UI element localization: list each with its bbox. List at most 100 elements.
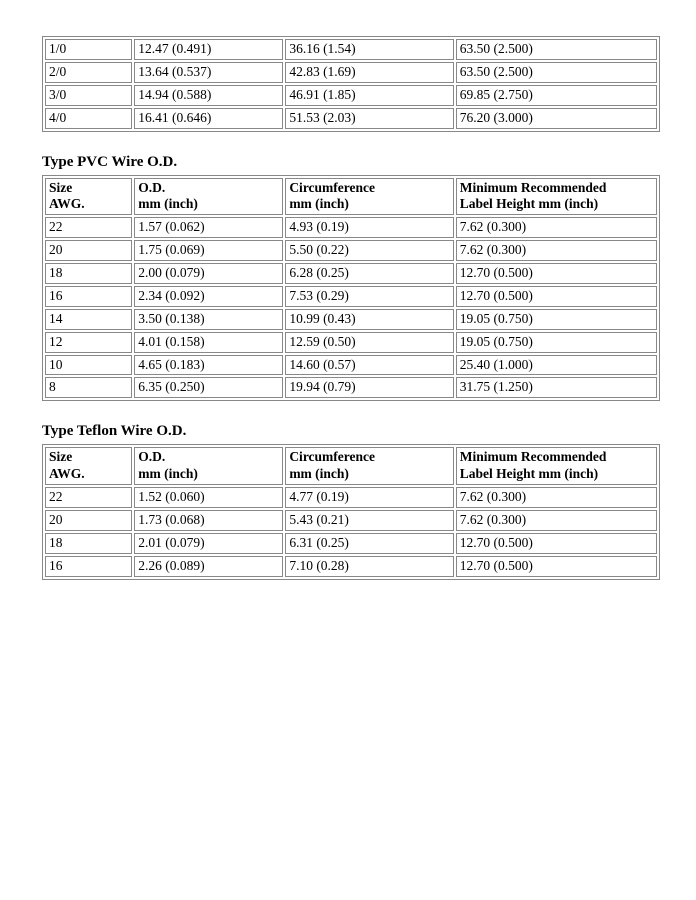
- cell-min-label-height: 7.62 (0.300): [456, 510, 657, 531]
- cell-circumference: 6.31 (0.25): [285, 533, 453, 554]
- cell-size-awg: 22: [45, 487, 132, 508]
- cell-od: 1.75 (0.069): [134, 240, 283, 261]
- cell-min-label-height: 69.85 (2.750): [456, 85, 657, 106]
- cell-min-label-height: 76.20 (3.000): [456, 108, 657, 129]
- table-body: 1/012.47 (0.491)36.16 (1.54)63.50 (2.500…: [45, 39, 657, 129]
- cell-od: 6.35 (0.250): [134, 377, 283, 398]
- cell-circumference: 19.94 (0.79): [285, 377, 453, 398]
- cell-size-awg: 4/0: [45, 108, 132, 129]
- section-heading-pvc: Type PVC Wire O.D.: [42, 154, 660, 171]
- cell-size-awg: 16: [45, 286, 132, 307]
- table-row: 221.52 (0.060)4.77 (0.19)7.62 (0.300): [45, 487, 657, 508]
- cell-od: 2.26 (0.089): [134, 556, 283, 577]
- cell-size-awg: 22: [45, 217, 132, 238]
- cell-od: 1.73 (0.068): [134, 510, 283, 531]
- col-header-od: O.D. mm (inch): [134, 178, 283, 216]
- table-body: 221.52 (0.060)4.77 (0.19)7.62 (0.300)201…: [45, 487, 657, 577]
- table-row: 2/013.64 (0.537)42.83 (1.69)63.50 (2.500…: [45, 62, 657, 83]
- cell-od: 4.65 (0.183): [134, 355, 283, 376]
- col-header-size: Size AWG.: [45, 178, 132, 216]
- col-header-line1: Size: [49, 449, 72, 464]
- table-row: 4/016.41 (0.646)51.53 (2.03)76.20 (3.000…: [45, 108, 657, 129]
- cell-min-label-height: 63.50 (2.500): [456, 39, 657, 60]
- col-header-line2: Label Height mm (inch): [460, 466, 598, 481]
- cell-od: 4.01 (0.158): [134, 332, 283, 353]
- cell-circumference: 36.16 (1.54): [285, 39, 453, 60]
- wire-table-pvc: Size AWG. O.D. mm (inch) Circumference m…: [42, 175, 660, 402]
- wire-table-continuation: 1/012.47 (0.491)36.16 (1.54)63.50 (2.500…: [42, 36, 660, 132]
- cell-circumference: 7.53 (0.29): [285, 286, 453, 307]
- cell-size-awg: 20: [45, 240, 132, 261]
- cell-circumference: 6.28 (0.25): [285, 263, 453, 284]
- cell-min-label-height: 25.40 (1.000): [456, 355, 657, 376]
- cell-circumference: 5.50 (0.22): [285, 240, 453, 261]
- col-header-circumference: Circumference mm (inch): [285, 178, 453, 216]
- col-header-line1: Size: [49, 180, 72, 195]
- cell-min-label-height: 63.50 (2.500): [456, 62, 657, 83]
- cell-od: 12.47 (0.491): [134, 39, 283, 60]
- cell-min-label-height: 7.62 (0.300): [456, 240, 657, 261]
- section-heading-teflon: Type Teflon Wire O.D.: [42, 423, 660, 440]
- col-header-line1: O.D.: [138, 449, 165, 464]
- table-row: 182.00 (0.079)6.28 (0.25)12.70 (0.500): [45, 263, 657, 284]
- col-header-line1: O.D.: [138, 180, 165, 195]
- table-row: 3/014.94 (0.588)46.91 (1.85)69.85 (2.750…: [45, 85, 657, 106]
- col-header-line2: AWG.: [49, 466, 85, 481]
- col-header-line2: mm (inch): [138, 466, 198, 481]
- table-row: 104.65 (0.183)14.60 (0.57)25.40 (1.000): [45, 355, 657, 376]
- cell-min-label-height: 12.70 (0.500): [456, 263, 657, 284]
- cell-od: 14.94 (0.588): [134, 85, 283, 106]
- col-header-line1: Minimum Recommended: [460, 449, 607, 464]
- cell-circumference: 4.93 (0.19): [285, 217, 453, 238]
- cell-size-awg: 18: [45, 263, 132, 284]
- col-header-line1: Minimum Recommended: [460, 180, 607, 195]
- cell-od: 2.00 (0.079): [134, 263, 283, 284]
- cell-circumference: 42.83 (1.69): [285, 62, 453, 83]
- col-header-line2: mm (inch): [289, 196, 349, 211]
- table-row: 124.01 (0.158)12.59 (0.50)19.05 (0.750): [45, 332, 657, 353]
- cell-circumference: 51.53 (2.03): [285, 108, 453, 129]
- col-header-line1: Circumference: [289, 449, 375, 464]
- table-row: 201.73 (0.068)5.43 (0.21)7.62 (0.300): [45, 510, 657, 531]
- table-row: 201.75 (0.069)5.50 (0.22)7.62 (0.300): [45, 240, 657, 261]
- table-header-row: Size AWG. O.D. mm (inch) Circumference m…: [45, 447, 657, 485]
- col-header-min-label-height: Minimum Recommended Label Height mm (inc…: [456, 178, 657, 216]
- table-row: 162.26 (0.089)7.10 (0.28)12.70 (0.500): [45, 556, 657, 577]
- table-row: 143.50 (0.138)10.99 (0.43)19.05 (0.750): [45, 309, 657, 330]
- cell-circumference: 46.91 (1.85): [285, 85, 453, 106]
- cell-circumference: 14.60 (0.57): [285, 355, 453, 376]
- col-header-line2: mm (inch): [289, 466, 349, 481]
- cell-min-label-height: 12.70 (0.500): [456, 556, 657, 577]
- cell-od: 13.64 (0.537): [134, 62, 283, 83]
- wire-table-teflon: Size AWG. O.D. mm (inch) Circumference m…: [42, 444, 660, 579]
- cell-od: 3.50 (0.138): [134, 309, 283, 330]
- cell-circumference: 5.43 (0.21): [285, 510, 453, 531]
- cell-size-awg: 8: [45, 377, 132, 398]
- cell-od: 2.34 (0.092): [134, 286, 283, 307]
- cell-size-awg: 14: [45, 309, 132, 330]
- cell-min-label-height: 19.05 (0.750): [456, 332, 657, 353]
- cell-min-label-height: 7.62 (0.300): [456, 487, 657, 508]
- col-header-min-label-height: Minimum Recommended Label Height mm (inc…: [456, 447, 657, 485]
- cell-od: 2.01 (0.079): [134, 533, 283, 554]
- col-header-size: Size AWG.: [45, 447, 132, 485]
- cell-size-awg: 2/0: [45, 62, 132, 83]
- table-row: 86.35 (0.250)19.94 (0.79)31.75 (1.250): [45, 377, 657, 398]
- col-header-line2: Label Height mm (inch): [460, 196, 598, 211]
- col-header-circumference: Circumference mm (inch): [285, 447, 453, 485]
- cell-size-awg: 16: [45, 556, 132, 577]
- cell-od: 1.57 (0.062): [134, 217, 283, 238]
- cell-min-label-height: 12.70 (0.500): [456, 533, 657, 554]
- col-header-line2: AWG.: [49, 196, 85, 211]
- cell-od: 1.52 (0.060): [134, 487, 283, 508]
- table-row: 162.34 (0.092)7.53 (0.29)12.70 (0.500): [45, 286, 657, 307]
- table-header-row: Size AWG. O.D. mm (inch) Circumference m…: [45, 178, 657, 216]
- cell-size-awg: 20: [45, 510, 132, 531]
- cell-size-awg: 12: [45, 332, 132, 353]
- cell-circumference: 4.77 (0.19): [285, 487, 453, 508]
- cell-min-label-height: 31.75 (1.250): [456, 377, 657, 398]
- table-row: 221.57 (0.062)4.93 (0.19)7.62 (0.300): [45, 217, 657, 238]
- cell-size-awg: 1/0: [45, 39, 132, 60]
- col-header-line1: Circumference: [289, 180, 375, 195]
- cell-size-awg: 3/0: [45, 85, 132, 106]
